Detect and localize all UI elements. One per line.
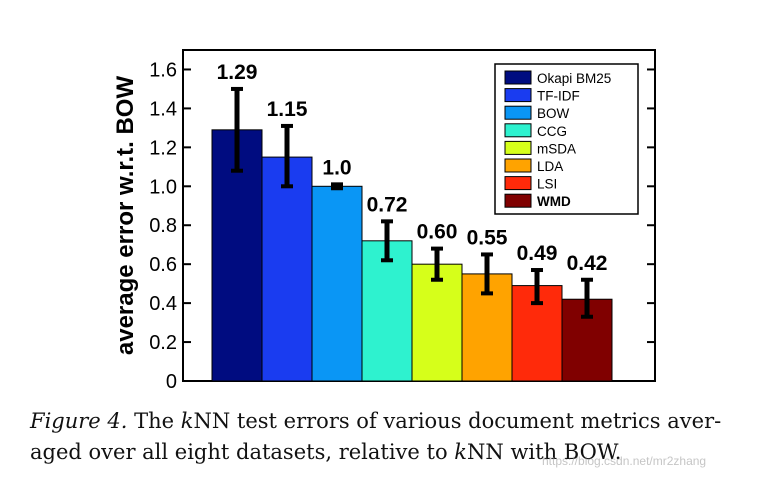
data-label: 0.42 [567, 252, 608, 275]
y-tick-label: 1.2 [149, 137, 177, 159]
y-tick-label: 1.0 [149, 176, 177, 198]
y-tick-label: 0.4 [149, 293, 177, 315]
legend-swatch [504, 88, 532, 103]
caption-text-1: The [127, 409, 181, 433]
legend-swatch [504, 193, 532, 208]
caption-text-3: aged over all eight datasets, relative t… [30, 440, 455, 464]
legend-entry: mSDA [537, 141, 576, 156]
plot-area: 0 0.2 0.4 0.6 0.8 1.0 1.2 1.4 1.6 average error w… [112, 49, 656, 393]
data-label: 1.15 [267, 98, 308, 121]
data-label: 0.49 [517, 242, 558, 265]
y-tick-label: 1.6 [149, 59, 177, 81]
legend-entry: BOW [537, 106, 570, 121]
caption-text-2: NN test errors of various document metri… [193, 409, 722, 433]
caption-figure-label: Figure 4. [30, 409, 128, 433]
legend-swatch [504, 105, 532, 120]
y-tick-label: 1.4 [149, 98, 177, 120]
bar-tf-idf [261, 156, 313, 382]
data-label: 1.29 [217, 61, 258, 84]
legend-entry: LSI [537, 177, 557, 192]
watermark: https://blog.csdn.net/mr2zhang [542, 454, 707, 468]
legend-swatch [504, 158, 532, 173]
data-label: 0.55 [467, 226, 508, 249]
y-tick-label: 0.6 [149, 254, 177, 276]
caption-k-1: k [180, 409, 194, 433]
legend-entry: LDA [537, 159, 563, 174]
data-label: 0.60 [417, 221, 458, 244]
legend-swatch [504, 70, 532, 85]
y-tick-label: 0.2 [149, 332, 177, 354]
y-tick-label: 0 [166, 371, 177, 393]
bar-chart: 0 0.2 0.4 0.6 0.8 1.0 1.2 1.4 1.6 average error w… [112, 49, 656, 393]
legend-entry: WMD [537, 194, 571, 209]
legend-entry: CCG [537, 124, 567, 139]
y-axis-label: average error w.r.t. BOW [112, 76, 139, 356]
caption-k-2: k [454, 440, 468, 464]
legend-swatch [504, 123, 532, 138]
legend-entry: Okapi BM25 [537, 71, 611, 86]
legend-box [494, 63, 639, 215]
bar-bow [311, 185, 363, 382]
bar-msda [411, 263, 463, 382]
caption-text-4: NN with BOW. [467, 440, 622, 464]
data-label: 1.0 [322, 156, 351, 179]
legend-swatch [504, 140, 532, 155]
legend-entry: TF-IDF [537, 89, 580, 104]
data-label: 0.72 [367, 193, 408, 216]
legend-swatch [504, 176, 532, 191]
figure-caption: Figure 4. The kNN test errors of various… [30, 406, 730, 468]
y-tick-label: 0.8 [149, 215, 177, 237]
